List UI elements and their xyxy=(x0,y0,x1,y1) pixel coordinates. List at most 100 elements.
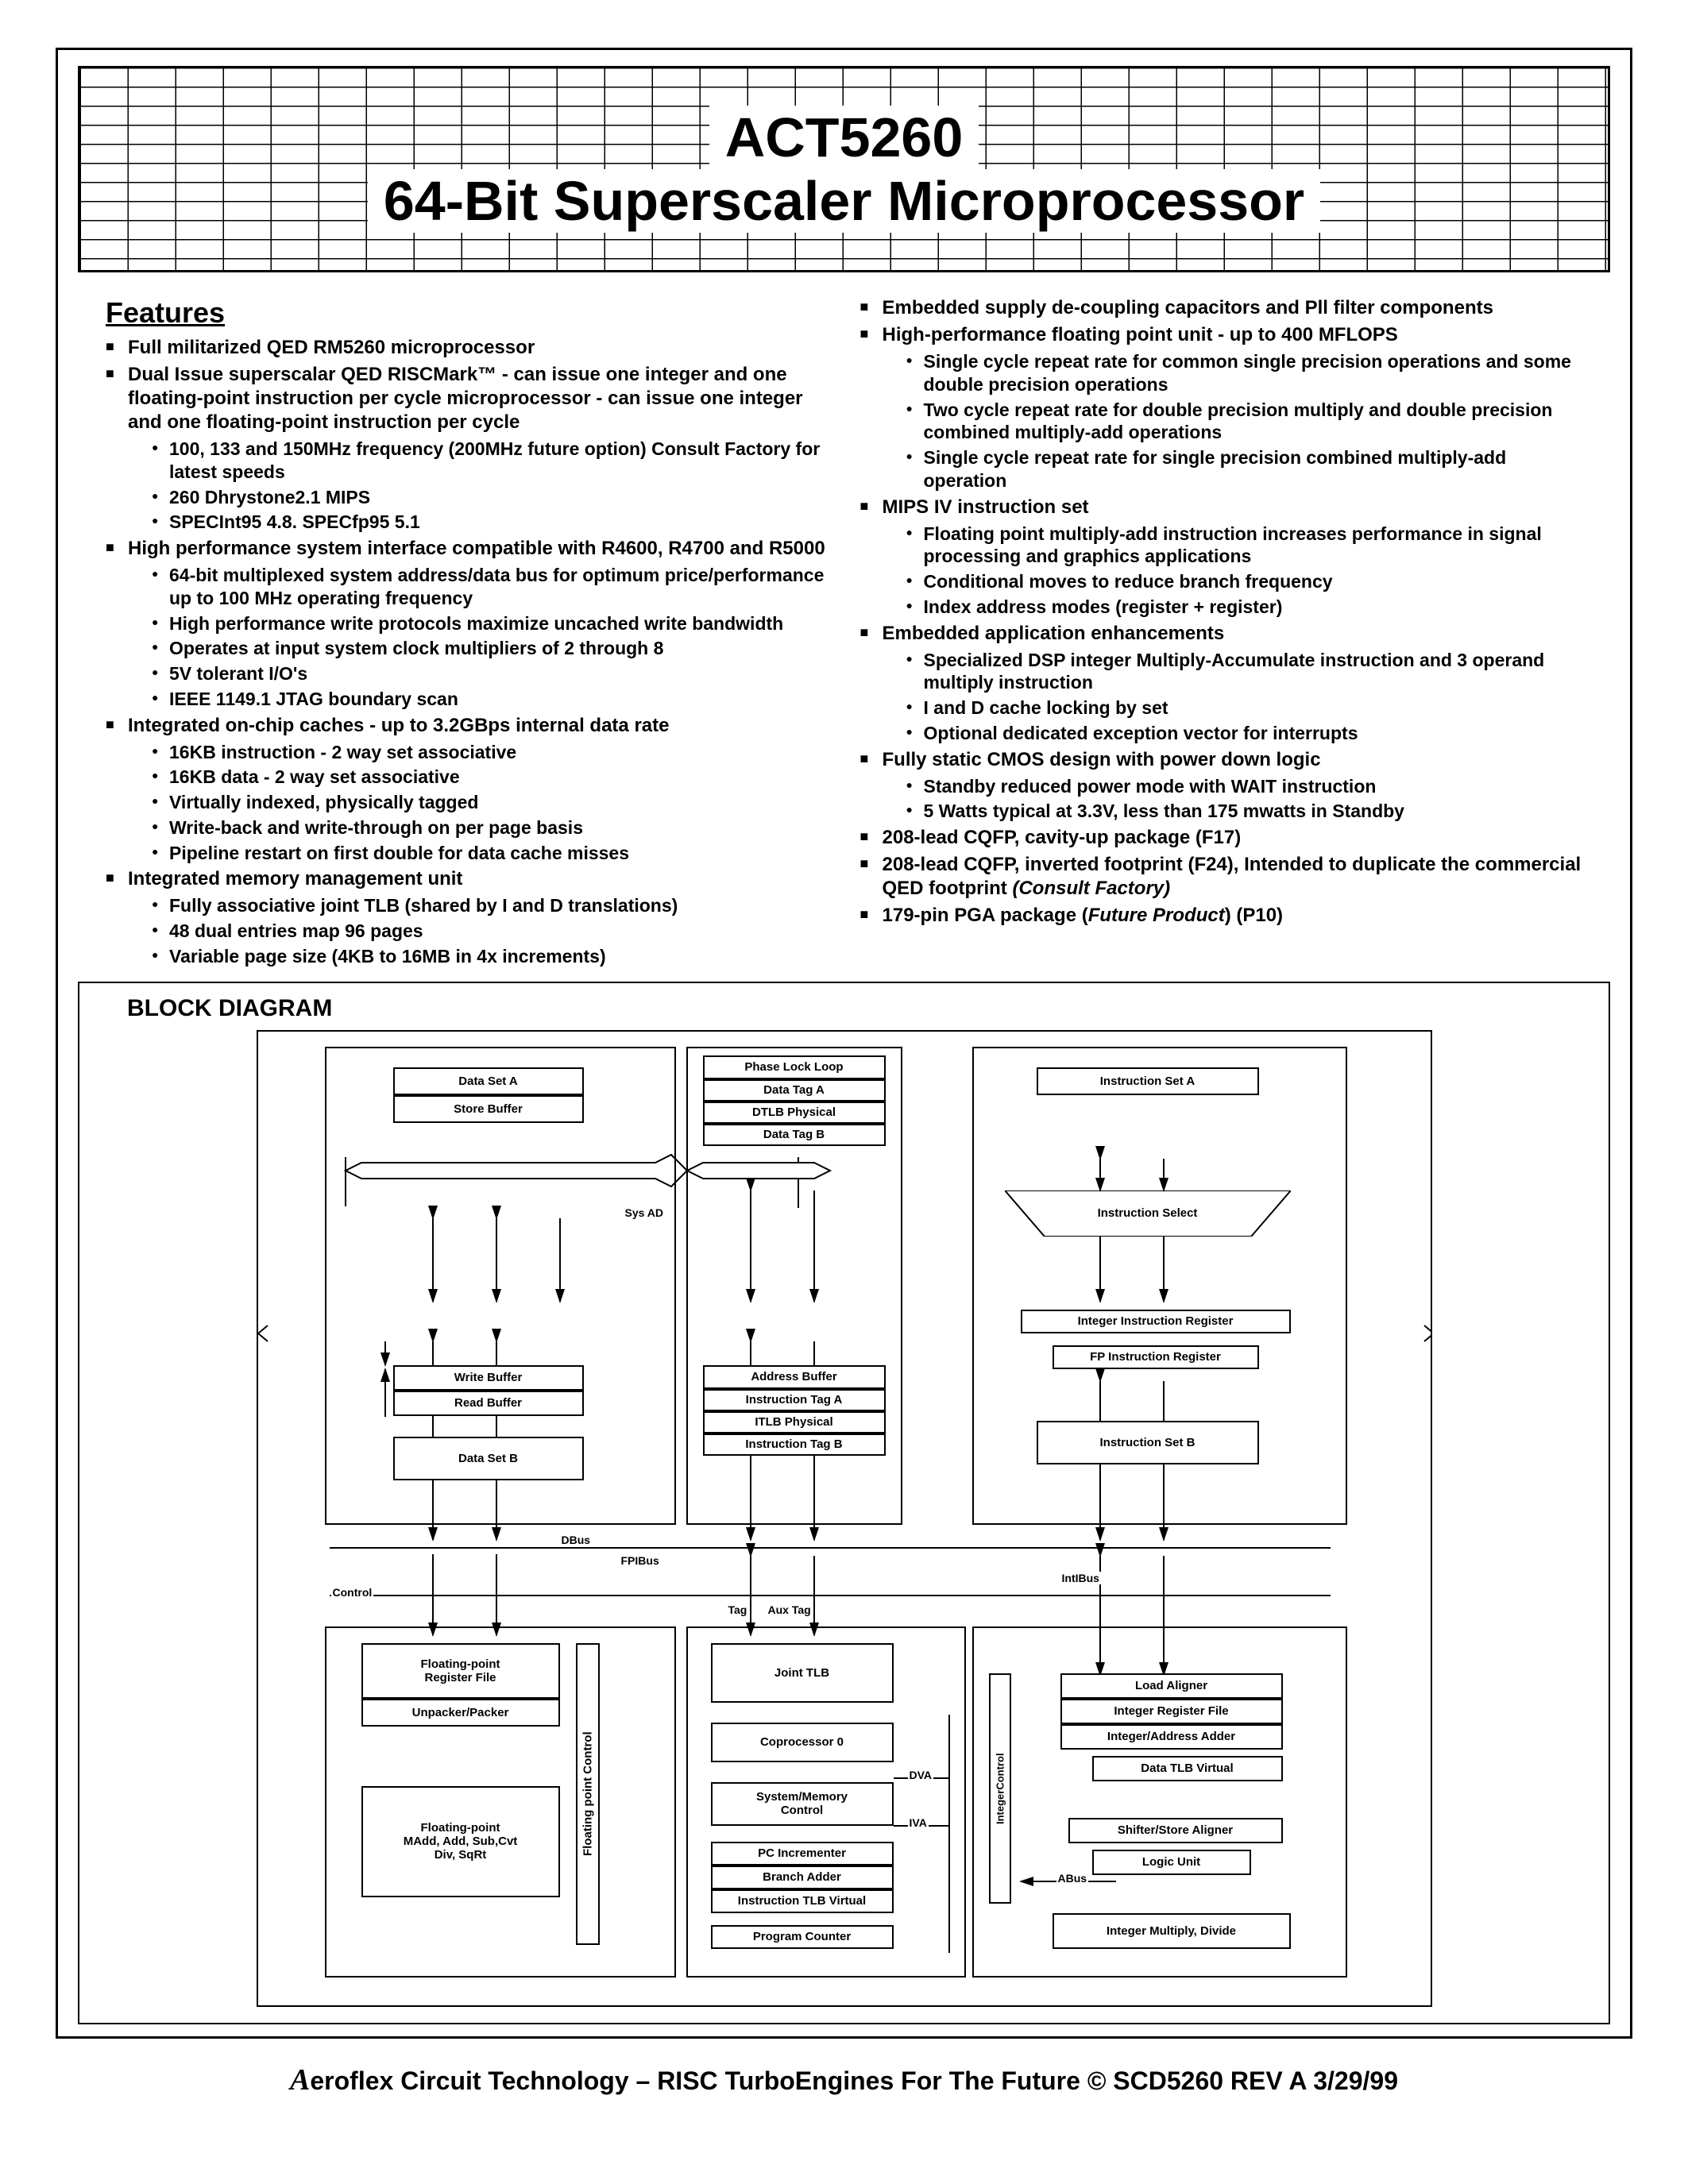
diagram-node-data_tag_b: Data Tag B xyxy=(703,1124,886,1146)
diagram-node-instruction_set_a: Instruction Set A xyxy=(1037,1067,1259,1095)
diagram-node-branch_adder: Branch Adder xyxy=(711,1866,894,1889)
feature-subitem: Fully associative joint TLB (shared by I… xyxy=(152,894,829,917)
feature-subitem: Index address modes (register + register… xyxy=(906,596,1583,619)
diagram-node-unpacker: Unpacker/Packer xyxy=(361,1699,560,1727)
feature-subitem: 5 Watts typical at 3.3V, less than 175 m… xyxy=(906,800,1583,823)
diagram-label-iva: IVA xyxy=(908,1816,929,1829)
feature-sublist: 100, 133 and 150MHz frequency (200MHz fu… xyxy=(128,438,829,534)
diagram-node-instruction_set_b: Instruction Set B xyxy=(1037,1421,1259,1464)
diagram-node-fp_control: Floating point Control xyxy=(576,1643,600,1945)
diagram-node-address_buffer: Address Buffer xyxy=(703,1365,886,1389)
feature-item: Fully static CMOS design with power down… xyxy=(860,748,1583,824)
feature-item: 179-pin PGA package (Future Product) (P1… xyxy=(860,904,1583,928)
diagram-node-load_aligner: Load Aligner xyxy=(1060,1673,1283,1699)
feature-item: High performance system interface compat… xyxy=(106,537,829,711)
diagram-node-data_set_a: Data Set A xyxy=(393,1067,584,1095)
feature-subitem: Single cycle repeat rate for common sing… xyxy=(906,350,1583,396)
features-right-list: Embedded supply de-coupling capacitors a… xyxy=(860,296,1583,928)
diagram-node-int_mul_div: Integer Multiply, Divide xyxy=(1053,1913,1291,1949)
feature-subitem: Write-back and write-through on per page… xyxy=(152,816,829,839)
feature-subitem: Variable page size (4KB to 16MB in 4x in… xyxy=(152,945,829,968)
diagram-label-abus: ABus xyxy=(1056,1872,1089,1885)
diagram-node-int_control: IntegerControl xyxy=(989,1673,1011,1904)
footer-text: Aeroflex Circuit Technology – RISC Turbo… xyxy=(56,2039,1632,2097)
feature-subitem: 16KB instruction - 2 way set associative xyxy=(152,741,829,764)
block-diagram-section: BLOCK DIAGRAM xyxy=(78,982,1610,2024)
diagram-label-intibus: IntIBus xyxy=(1060,1572,1101,1584)
feature-subitem: I and D cache locking by set xyxy=(906,696,1583,720)
feature-sublist: 16KB instruction - 2 way set associative… xyxy=(128,741,829,865)
feature-subitem: 48 dual entries map 96 pages xyxy=(152,920,829,943)
diagram-node-store_buffer: Store Buffer xyxy=(393,1095,584,1123)
feature-subitem: Floating point multiply-add instruction … xyxy=(906,523,1583,569)
block-diagram: Data Set AStore BufferPhase Lock LoopDat… xyxy=(257,1030,1432,2007)
diagram-node-instruction_tag_a: Instruction Tag A xyxy=(703,1389,886,1411)
feature-sublist: Fully associative joint TLB (shared by I… xyxy=(128,894,829,967)
block-diagram-heading: BLOCK DIAGRAM xyxy=(127,995,1593,1022)
diagram-node-shifter: Shifter/Store Aligner xyxy=(1068,1818,1283,1843)
feature-sublist: Single cycle repeat rate for common sing… xyxy=(883,350,1583,492)
diagram-node-phase_lock_loop: Phase Lock Loop xyxy=(703,1055,886,1079)
header-grid: ACT5260 64-Bit Superscaler Microprocesso… xyxy=(78,66,1610,272)
features-section: Features Full militarized QED RM5260 mic… xyxy=(58,288,1630,975)
diagram-node-write_buffer: Write Buffer xyxy=(393,1365,584,1391)
diagram-label-dbus: DBus xyxy=(560,1534,593,1546)
diagram-label-tag: Tag xyxy=(727,1603,749,1616)
feature-sublist: Standby reduced power mode with WAIT ins… xyxy=(883,775,1583,824)
feature-subitem: Standby reduced power mode with WAIT ins… xyxy=(906,775,1583,798)
diagram-node-fp_reg_file: Floating-point Register File xyxy=(361,1643,560,1699)
diagram-label-sys_ad: Sys AD xyxy=(624,1206,666,1219)
feature-subitem: 260 Dhrystone2.1 MIPS xyxy=(152,486,829,509)
feature-subitem: Specialized DSP integer Multiply-Accumul… xyxy=(906,649,1583,695)
diagram-node-int_addr_adder: Integer/Address Adder xyxy=(1060,1724,1283,1750)
diagram-label-fpibus: FPIBus xyxy=(620,1554,661,1567)
feature-subitem: SPECInt95 4.8. SPECfp95 5.1 xyxy=(152,511,829,534)
feature-subitem: Conditional moves to reduce branch frequ… xyxy=(906,570,1583,593)
diagram-node-data_tag_a: Data Tag A xyxy=(703,1079,886,1102)
right-column: Embedded supply de-coupling capacitors a… xyxy=(860,296,1583,971)
logo-a: A xyxy=(290,2063,310,2097)
diagram-node-data_tlb_virtual: Data TLB Virtual xyxy=(1092,1756,1283,1781)
diagram-node-read_buffer: Read Buffer xyxy=(393,1391,584,1416)
diagram-node-coproc0: Coprocessor 0 xyxy=(711,1723,894,1762)
datasheet-page: ACT5260 64-Bit Superscaler Microprocesso… xyxy=(56,48,1632,2039)
feature-item: Full militarized QED RM5260 microprocess… xyxy=(106,336,829,360)
diagram-node-dtlb_physical: DTLB Physical xyxy=(703,1102,886,1124)
feature-item: Integrated on-chip caches - up to 3.2GBp… xyxy=(106,714,829,865)
diagram-node-int_reg_file: Integer Register File xyxy=(1060,1699,1283,1724)
feature-subitem: High performance write protocols maximiz… xyxy=(152,612,829,635)
feature-item: 208-lead CQFP, cavity-up package (F17) xyxy=(860,826,1583,850)
feature-subitem: Two cycle repeat rate for double precisi… xyxy=(906,399,1583,445)
feature-sublist: Floating point multiply-add instruction … xyxy=(883,523,1583,619)
diagram-node-logic_unit: Logic Unit xyxy=(1092,1850,1251,1875)
diagram-node-program_counter: Program Counter xyxy=(711,1925,894,1949)
feature-subitem: 64-bit multiplexed system address/data b… xyxy=(152,564,829,610)
left-column: Features Full militarized QED RM5260 mic… xyxy=(106,296,829,971)
diagram-node-instr_tlb_virtual: Instruction TLB Virtual xyxy=(711,1889,894,1913)
diagram-node-itlb_physical: ITLB Physical xyxy=(703,1411,886,1433)
feature-subitem: 5V tolerant I/O's xyxy=(152,662,829,685)
product-title: ACT5260 xyxy=(709,106,979,169)
diagram-node-data_set_b: Data Set B xyxy=(393,1437,584,1480)
feature-subitem: Single cycle repeat rate for single prec… xyxy=(906,446,1583,492)
feature-subitem: Optional dedicated exception vector for … xyxy=(906,722,1583,745)
features-heading: Features xyxy=(106,296,829,330)
feature-sublist: Specialized DSP integer Multiply-Accumul… xyxy=(883,649,1583,745)
feature-item: 208-lead CQFP, inverted footprint (F24),… xyxy=(860,853,1583,901)
feature-item: Dual Issue superscalar QED RISCMark™ - c… xyxy=(106,363,829,534)
diagram-node-fp_instr_reg: FP Instruction Register xyxy=(1053,1345,1259,1369)
diagram-node-instruction_tag_b: Instruction Tag B xyxy=(703,1433,886,1456)
diagram-label-auxtag: Aux Tag xyxy=(767,1603,813,1616)
features-left-list: Full militarized QED RM5260 microprocess… xyxy=(106,336,829,968)
feature-item: Integrated memory management unitFully a… xyxy=(106,867,829,967)
diagram-label-dva: DVA xyxy=(908,1769,934,1781)
feature-sublist: 64-bit multiplexed system address/data b… xyxy=(128,564,829,711)
feature-item: MIPS IV instruction setFloating point mu… xyxy=(860,496,1583,619)
product-subtitle: 64-Bit Superscaler Microprocessor xyxy=(368,169,1320,233)
diagram-label-control: Control xyxy=(331,1586,374,1599)
diagram-node-integer_instr_reg: Integer Instruction Register xyxy=(1021,1310,1291,1333)
diagram-node-fp_madd: Floating-point MAdd, Add, Sub,Cvt Div, S… xyxy=(361,1786,560,1897)
feature-subitem: 16KB data - 2 way set associative xyxy=(152,766,829,789)
feature-subitem: Pipeline restart on first double for dat… xyxy=(152,842,829,865)
feature-subitem: Operates at input system clock multiplie… xyxy=(152,637,829,660)
